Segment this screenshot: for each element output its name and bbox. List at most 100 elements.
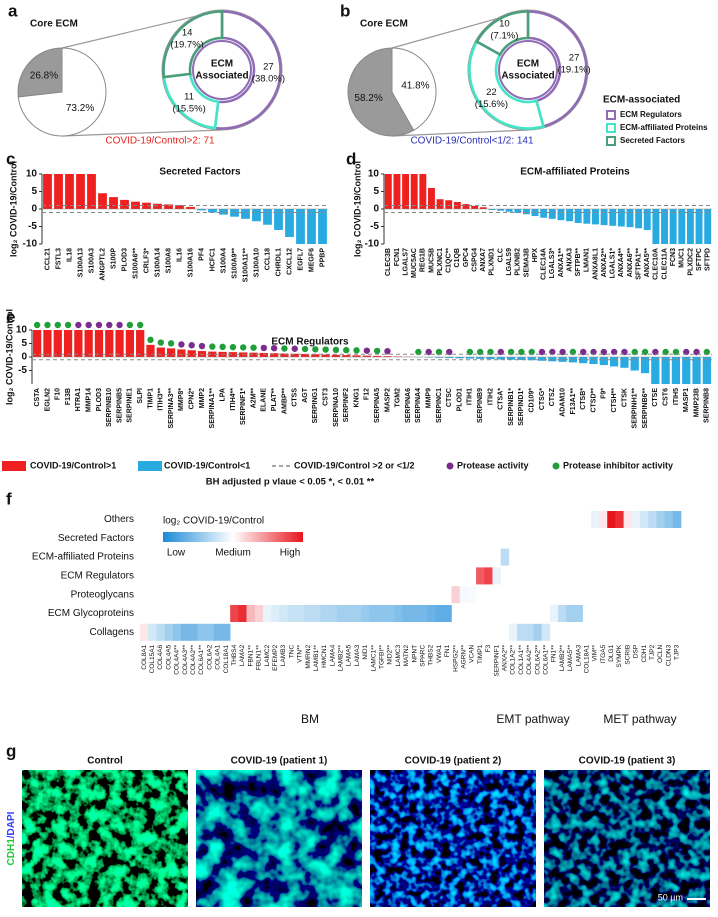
heatmap-cell [435,605,444,622]
x-tick-label: HMCN1 [321,644,328,667]
x-tick-label: ITIH2 [487,388,494,405]
activity-dot [487,348,494,356]
donut-percent: (19.1%) [557,64,590,75]
heatmap-cell [320,605,329,622]
heatmap-cell [385,605,395,622]
x-tick-label: ANXA3 [566,248,573,272]
bar [486,357,495,360]
colorbar-title: log₂ COVID-19/Control [163,516,264,527]
bar [540,209,548,218]
x-tick-label: CST6 [662,388,669,406]
pie-slice [17,47,63,98]
activity-dot [600,348,608,356]
activity-dot [559,348,566,356]
x-tick-label: CTSK [621,388,628,407]
group-label: BM [301,712,319,726]
legend-dot [552,462,560,470]
x-tick-label: TIMP1 [477,644,484,664]
x-tick-label: C1QC** [446,248,453,273]
x-tick-label: PLAT** [271,388,278,411]
heatmap-cell [336,605,346,622]
bar [373,355,382,357]
activity-dot [126,321,134,329]
heatmap-cell [590,511,600,528]
x-tick-label: PF4 [198,248,205,261]
scale-bar-label: 50 µm [658,892,683,902]
x-tick-label: LPA [219,388,226,401]
heatmap-cell [402,605,411,622]
bar [98,193,107,209]
heatmap-cell [664,511,674,528]
x-tick-label: F13A1** [570,388,577,415]
bar [177,349,186,357]
bar [153,203,162,209]
activity-dot [44,321,51,329]
heatmap-cell [410,605,419,622]
x-tick-label: SFTPB** [575,248,582,277]
activity-dot [229,343,237,351]
donut-value: 10 [499,18,510,29]
legend-swatch [2,461,26,471]
donut-value: 14 [182,28,193,39]
bar [428,188,435,209]
x-tick-label: CLEC11A [661,248,668,280]
heatmap-cell [312,605,321,622]
heatmap-cell [140,623,149,641]
x-tick-label: COL8A1 [141,644,148,669]
legend-label: ECM-affiliated Proteins [620,123,708,132]
bar [290,353,299,357]
x-tick-label: IL16 [176,248,183,262]
x-tick-label: SERPING1 [312,388,319,424]
colorbar-label: Medium [215,548,251,559]
heatmap-cell [238,605,247,622]
activity-dot [528,348,535,356]
x-tick-label: C1QB [454,248,461,267]
p-value-note: BH adjusted p vlaue < 0.05 *, < 0.01 ** [206,477,375,488]
activity-dot [590,348,597,356]
x-tick-label: TGFBI** [379,644,386,669]
activity-dot [64,321,72,329]
x-tick-label: SFTPA1** [635,248,642,280]
x-tick-label: COL4A1 [215,644,222,669]
heatmap-cell [443,605,452,622]
x-tick-label: SERPINB9 [477,388,484,423]
row-label: ECM Glycoproteins [48,608,134,619]
x-tick-label: MMP2 [199,388,206,408]
bar [342,355,351,357]
bar [496,357,505,360]
x-tick-label: ITGA5 [600,644,607,663]
x-tick-label: AGRN** [460,644,467,668]
micrograph [196,770,362,907]
x-tick-label: COL15A1 [149,644,156,673]
heatmap-cell [426,605,436,622]
x-tick-label: COL4A3** [182,644,189,674]
x-tick-label: ITIH3** [158,388,165,411]
bar [589,357,598,365]
x-tick-label: EFEMP2 [272,644,279,670]
activity-dot [446,348,453,356]
x-tick-label: TNC [288,644,295,658]
heatmap-cell [189,623,198,641]
image-caption: COVID-19 (patient 2) [405,756,502,767]
bar [84,330,93,357]
x-tick-label: SERPINA6 [405,388,412,423]
bar [187,350,196,357]
bar [105,330,114,357]
panel-letter: b [340,1,350,20]
bar [307,209,316,244]
x-tick-label: ANXA4** [618,248,625,277]
legend-label: ECM Regulators [620,110,682,119]
x-tick-label: LAMB2** [338,644,345,671]
x-tick-label: SERPINC1 [436,388,443,423]
activity-dot [415,348,422,356]
x-tick-label: REG1B [420,248,427,272]
bar [579,357,588,364]
heatmap-cell [197,623,206,641]
activity-dot [641,348,649,356]
x-tick-label: ADAM10 [559,388,566,417]
x-tick-label: S100A8 [165,248,172,273]
bar [566,209,574,222]
x-tick-label: S100A10 [253,248,260,277]
x-tick-label: SLPI [137,388,144,404]
bar [471,205,479,209]
